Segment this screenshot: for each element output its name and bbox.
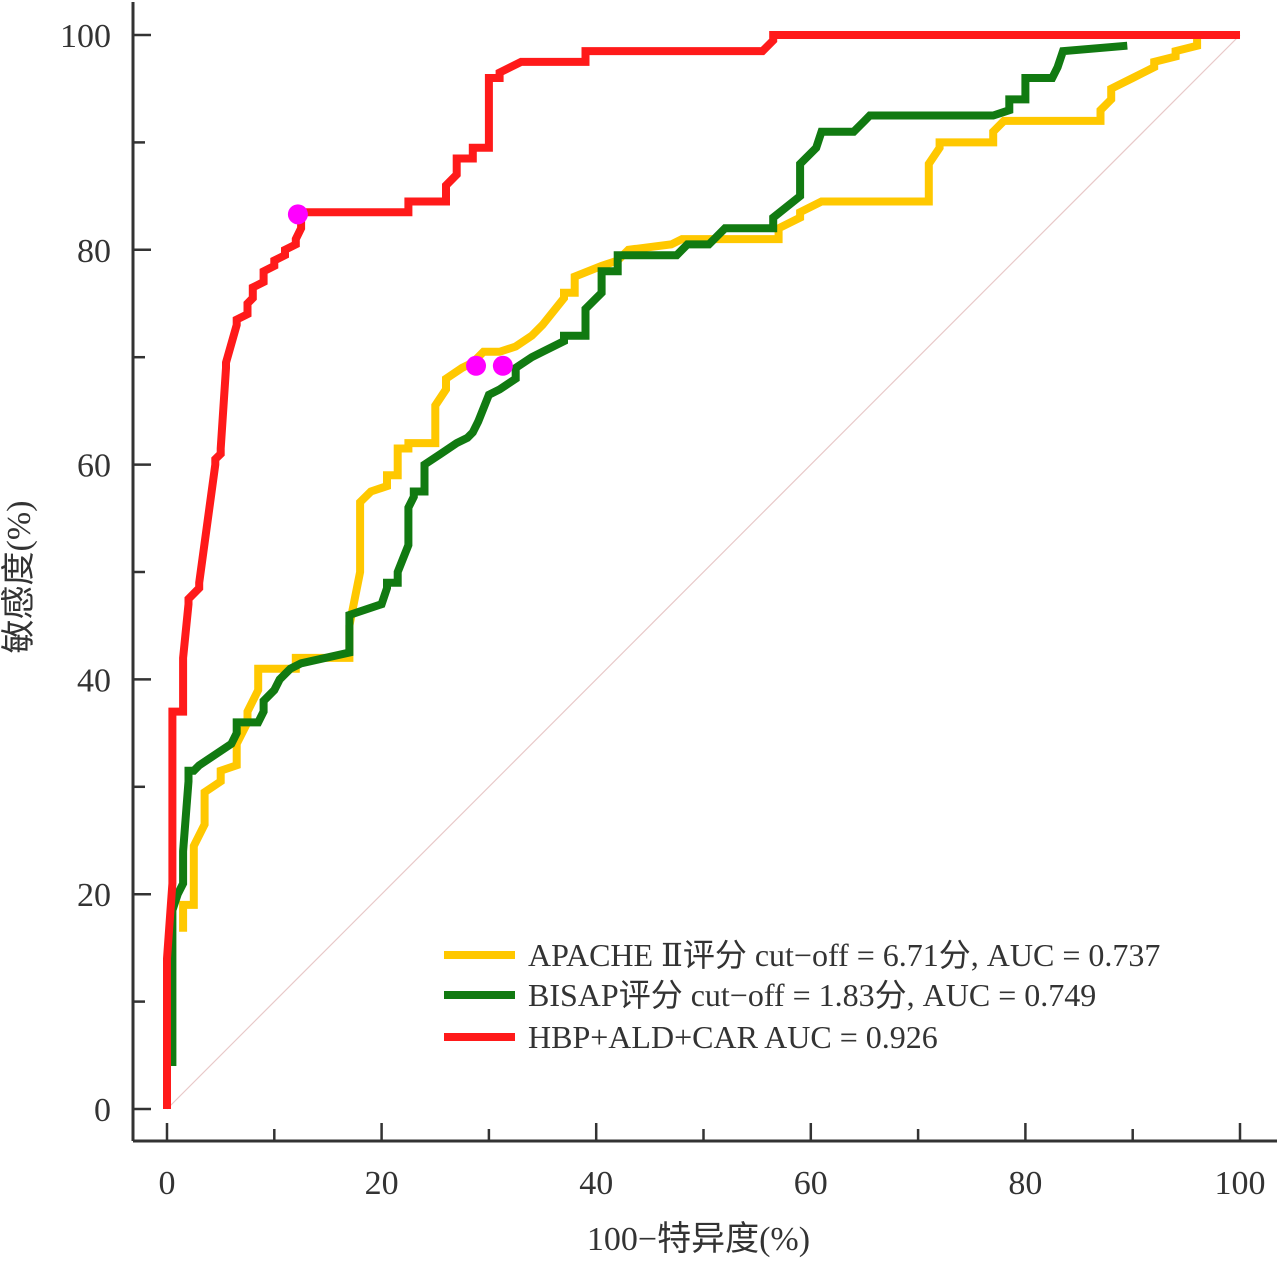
series-line-3 [163, 31, 1240, 1109]
cutoff-marker-layer [287, 204, 513, 376]
y-tick-label: 80 [77, 233, 111, 270]
cutoff-marker-3 [492, 355, 513, 376]
x-tick-label: 100 [1215, 1165, 1266, 1202]
reference-diagonal-line [166, 34, 1241, 1110]
legend-label-2: BISAP评分 cut−off = 1.83分, AUC = 0.749 [528, 977, 1096, 1013]
legend-label-1: APACHE Ⅱ评分 cut−off = 6.71分, AUC = 0.737 [528, 937, 1160, 973]
x-tick-label: 0 [159, 1165, 176, 1202]
x-tick-label: 20 [365, 1165, 399, 1202]
axes: 0 20 40 60 80 100 0 20 40 60 80 100 [60, 2, 1277, 1202]
y-axis-title: 敏感度(%) [0, 501, 38, 654]
x-tick-label: 80 [1008, 1165, 1042, 1202]
series-layer [163, 31, 1240, 1109]
cutoff-marker-1 [287, 204, 308, 225]
y-tick-label: 60 [77, 448, 111, 485]
y-tick-label: 40 [77, 662, 111, 699]
x-axis-ticks: 0 20 40 60 80 100 [159, 1123, 1266, 1202]
legend-label-3: HBP+ALD+CAR AUC = 0.926 [528, 1019, 938, 1055]
y-axis-ticks: 0 20 40 60 80 100 [60, 18, 151, 1129]
legend: APACHE Ⅱ评分 cut−off = 6.71分, AUC = 0.737 B… [444, 937, 1160, 1055]
x-axis-title: 100−特异度(%) [587, 1220, 810, 1258]
x-tick-label: 40 [579, 1165, 613, 1202]
cutoff-marker-2 [466, 355, 487, 376]
y-tick-label: 100 [60, 18, 111, 55]
x-tick-label: 60 [794, 1165, 828, 1202]
series-line-2 [168, 41, 1128, 1066]
series-line-1 [179, 35, 1202, 932]
y-tick-label: 0 [94, 1092, 111, 1129]
y-tick-label: 20 [77, 877, 111, 914]
plot-area [163, 31, 1241, 1110]
